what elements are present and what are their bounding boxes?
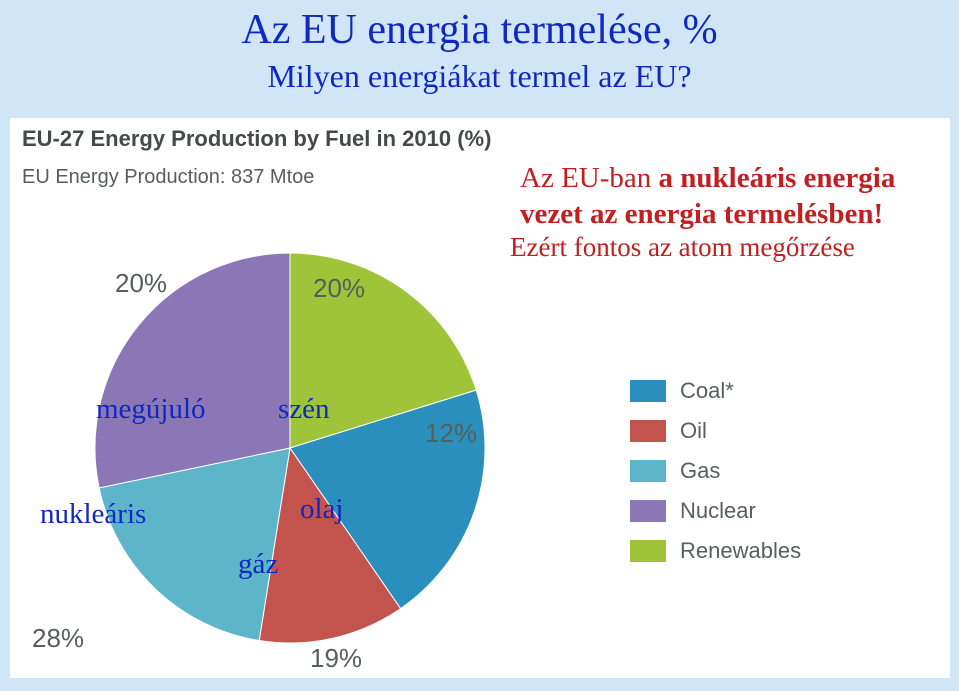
pct-label-nuclear: 28% (32, 623, 84, 654)
legend-item-gas: Gas (630, 458, 801, 484)
legend-item-coal: Coal* (630, 378, 801, 404)
side-note-line-3: Ezért fontos az atom megőrzése (510, 232, 855, 263)
legend-swatch (630, 540, 666, 562)
legend-swatch (630, 380, 666, 402)
slide-title: Az EU energia termelése, % (0, 6, 959, 54)
legend-label: Nuclear (680, 498, 756, 524)
pie-chart-area (50, 238, 530, 668)
pct-label-renewables: 20% (115, 268, 167, 299)
chart-panel: EU-27 Energy Production by Fuel in 2010 … (10, 118, 950, 678)
hu-label-gas: gáz (238, 548, 278, 581)
legend-label: Coal* (680, 378, 734, 404)
hu-label-renewables: megújuló (96, 393, 206, 426)
slide: Az EU energia termelése, % Milyen energi… (0, 0, 959, 691)
slide-subtitle: Milyen energiákat termel az EU? (0, 58, 959, 95)
legend-swatch (630, 420, 666, 442)
legend-label: Oil (680, 418, 707, 444)
legend-label: Gas (680, 458, 720, 484)
side-note-1a: Az EU-ban (520, 162, 659, 194)
side-note-1b: a nukleáris energia (659, 162, 896, 194)
legend-label: Renewables (680, 538, 801, 564)
hu-label-nuclear: nukleáris (40, 498, 146, 531)
side-note-line-1: Az EU-ban a nukleáris energia (520, 162, 895, 195)
legend-swatch (630, 460, 666, 482)
hu-label-coal: szén (278, 393, 330, 426)
side-note-line-2: vezet az energia termelésben! (520, 198, 883, 231)
legend: Coal* Oil Gas Nuclear Renewables (630, 378, 801, 578)
pct-label-coal: 20% (313, 273, 365, 304)
production-label: EU Energy Production: 837 Mtoe (22, 166, 314, 189)
hu-label-oil: olaj (300, 493, 344, 526)
pct-label-gas: 19% (310, 643, 362, 674)
legend-swatch (630, 500, 666, 522)
legend-item-nuclear: Nuclear (630, 498, 801, 524)
chart-title: EU-27 Energy Production by Fuel in 2010 … (22, 126, 491, 152)
legend-item-oil: Oil (630, 418, 801, 444)
pct-label-oil: 12% (425, 418, 477, 449)
legend-item-renewables: Renewables (630, 538, 801, 564)
